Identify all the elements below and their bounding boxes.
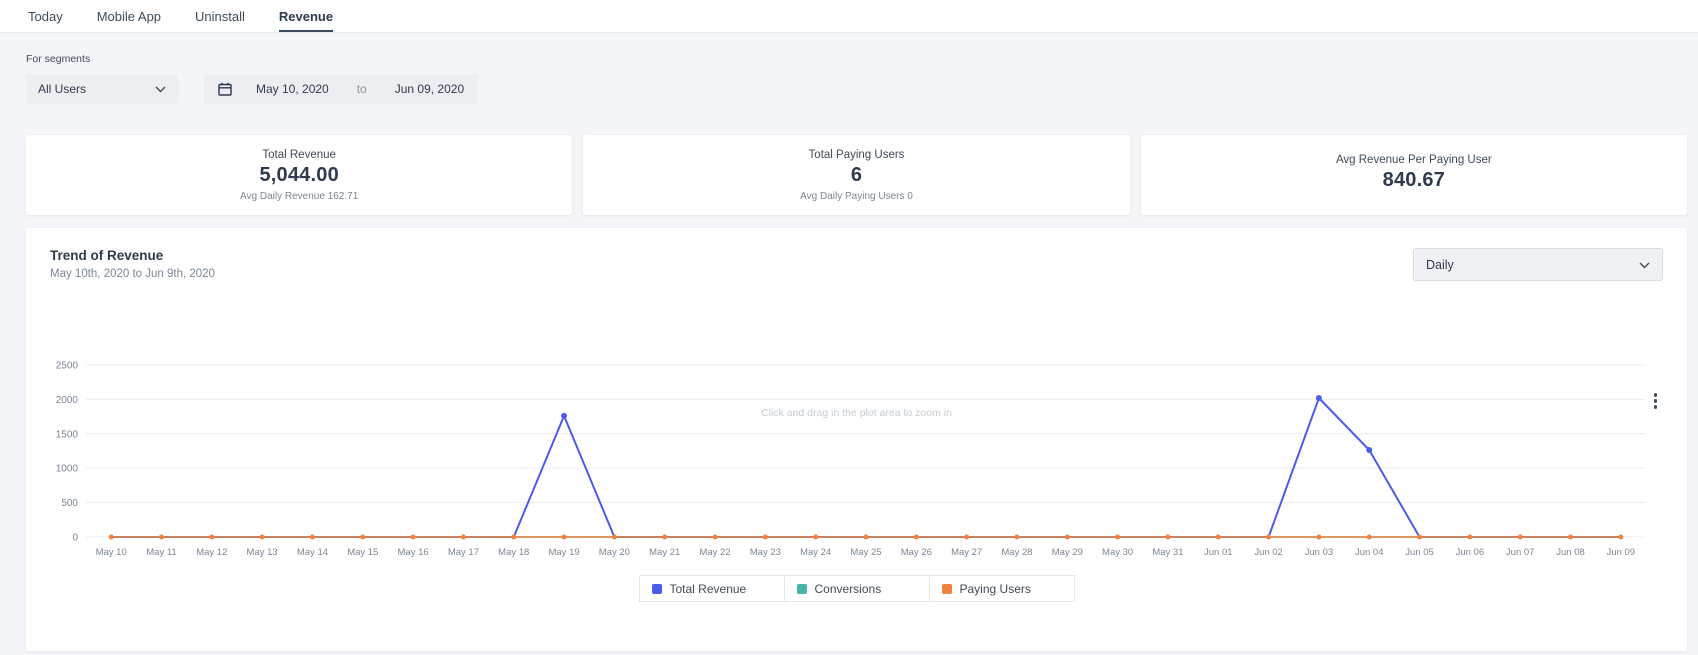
date-range-picker[interactable]: May 10, 2020 to Jun 09, 2020: [204, 74, 479, 104]
svg-text:May 21: May 21: [649, 547, 680, 558]
for-segments-label: For segments: [26, 53, 91, 65]
legend-label: Conversions: [814, 581, 882, 596]
svg-text:May 28: May 28: [1001, 547, 1032, 558]
svg-text:May 26: May 26: [901, 547, 932, 558]
interval-select[interactable]: Daily: [1413, 248, 1663, 281]
svg-text:1500: 1500: [56, 429, 79, 440]
legend-color-swatch: [796, 583, 807, 594]
total-paying-users-card: Total Paying Users 6 Avg Daily Paying Us…: [583, 135, 1130, 215]
chevron-down-icon: [1639, 258, 1650, 272]
svg-text:Jun 02: Jun 02: [1254, 547, 1283, 558]
chart-title-block: Trend of Revenue May 10th, 2020 to Jun 9…: [50, 248, 215, 280]
date-range-to-label: to: [356, 82, 367, 96]
svg-text:May 24: May 24: [800, 547, 831, 558]
svg-text:May 20: May 20: [599, 547, 630, 558]
filters-section: For segments All Users May 10, 2020 to J…: [0, 33, 1698, 104]
chevron-down-icon: [155, 82, 166, 96]
svg-text:Jun 01: Jun 01: [1204, 547, 1233, 558]
legend-item-conversions[interactable]: Conversions: [783, 575, 930, 602]
svg-text:2500: 2500: [56, 361, 79, 372]
interval-select-value: Daily: [1426, 257, 1454, 272]
svg-text:1000: 1000: [56, 464, 79, 475]
kebab-menu-icon[interactable]: [1650, 389, 1662, 413]
svg-text:May 31: May 31: [1152, 547, 1183, 558]
svg-text:May 16: May 16: [398, 547, 429, 558]
svg-text:May 25: May 25: [850, 547, 881, 558]
legend-color-swatch: [651, 583, 662, 594]
svg-text:May 15: May 15: [347, 547, 378, 558]
svg-text:May 12: May 12: [196, 547, 227, 558]
tab-uninstall[interactable]: Uninstall: [195, 8, 245, 24]
calendar-icon: [218, 82, 232, 96]
total-revenue-card: Total Revenue 5,044.00 Avg Daily Revenue…: [26, 135, 573, 215]
chart-plot-area: Click and drag in the plot area to zoom …: [50, 351, 1663, 569]
svg-text:May 18: May 18: [498, 547, 529, 558]
legend-item-total-revenue[interactable]: Total Revenue: [638, 575, 785, 602]
stat-cards-row: Total Revenue 5,044.00 Avg Daily Revenue…: [0, 135, 1698, 215]
svg-text:Jun 03: Jun 03: [1305, 547, 1334, 558]
svg-text:Jun 06: Jun 06: [1456, 547, 1485, 558]
segment-select-value: All Users: [38, 82, 87, 96]
chart-subtitle: May 10th, 2020 to Jun 9th, 2020: [50, 268, 215, 280]
svg-text:May 19: May 19: [548, 547, 579, 558]
svg-text:May 13: May 13: [247, 547, 278, 558]
card-subtitle: Avg Daily Paying Users 0: [800, 190, 913, 202]
card-title: Total Paying Users: [808, 148, 905, 161]
card-title: Avg Revenue Per Paying User: [1335, 154, 1492, 166]
svg-text:Jun 09: Jun 09: [1607, 547, 1636, 558]
svg-text:Jun 04: Jun 04: [1355, 547, 1384, 558]
svg-text:Jun 05: Jun 05: [1405, 547, 1434, 558]
svg-text:0: 0: [72, 533, 78, 544]
card-value: 6: [850, 163, 863, 186]
tab-bar: Today Mobile App Uninstall Revenue: [0, 0, 1698, 33]
avg-revenue-per-paying-user-card: Avg Revenue Per Paying User 840.67: [1140, 135, 1687, 215]
svg-text:May 27: May 27: [951, 547, 982, 558]
svg-text:May 22: May 22: [699, 547, 730, 558]
svg-text:May 29: May 29: [1052, 547, 1083, 558]
legend-label: Paying Users: [959, 581, 1031, 596]
svg-text:500: 500: [61, 498, 78, 509]
tab-mobile-app[interactable]: Mobile App: [96, 8, 162, 24]
tab-revenue[interactable]: Revenue: [278, 0, 334, 32]
date-from-value: May 10, 2020: [256, 82, 329, 96]
legend-color-swatch: [941, 583, 952, 594]
chart-legend: Total Revenue Conversions Paying Users: [50, 575, 1663, 602]
trend-of-revenue-card: Trend of Revenue May 10th, 2020 to Jun 9…: [26, 228, 1687, 651]
legend-item-paying-users[interactable]: Paying Users: [928, 575, 1075, 602]
svg-text:Jun 07: Jun 07: [1506, 547, 1535, 558]
trend-chart[interactable]: 0 500 1000 1500 2000 2500 May 10 May 11 May 12 Ma…: [50, 351, 1660, 569]
chart-title: Trend of Revenue: [50, 248, 164, 263]
svg-text:2000: 2000: [56, 395, 79, 406]
segment-select[interactable]: All Users: [26, 74, 178, 104]
card-value: 840.67: [1382, 169, 1445, 191]
svg-text:May 11: May 11: [146, 547, 176, 558]
svg-text:May 30: May 30: [1102, 547, 1133, 558]
card-value: 5,044.00: [259, 163, 339, 186]
legend-label: Total Revenue: [669, 581, 747, 596]
tab-today[interactable]: Today: [28, 8, 63, 24]
svg-text:May 17: May 17: [448, 547, 479, 558]
svg-text:Jun 08: Jun 08: [1556, 547, 1585, 558]
card-title: Total Revenue: [262, 148, 336, 161]
svg-text:May 14: May 14: [297, 547, 328, 558]
date-to-value: Jun 09, 2020: [394, 82, 465, 96]
card-subtitle: Avg Daily Revenue 162.71: [240, 190, 359, 202]
svg-text:May 10: May 10: [96, 547, 127, 558]
svg-text:May 23: May 23: [750, 547, 781, 558]
